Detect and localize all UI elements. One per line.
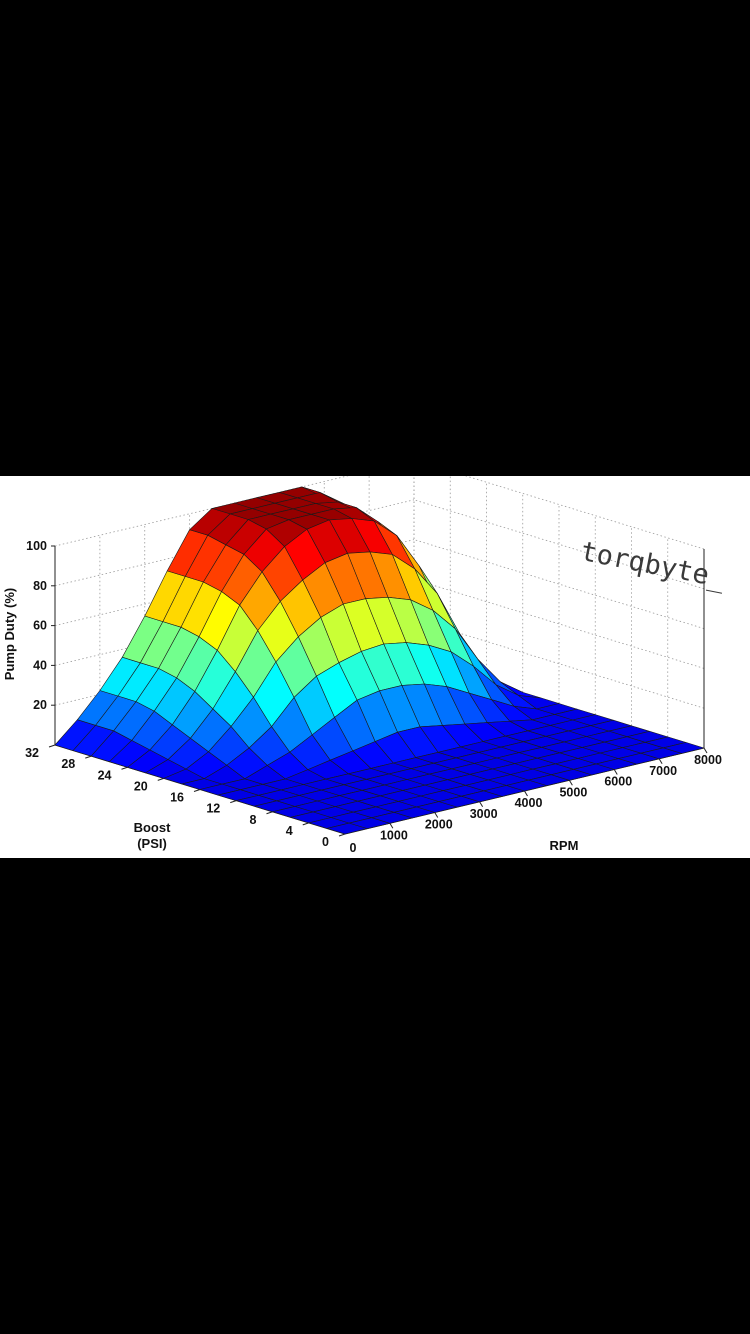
y-axis-label-line1: Boost [134, 820, 172, 835]
x-tick-label: 2000 [425, 818, 453, 832]
side-wall-gridline [413, 539, 705, 629]
x-tick-label: 4000 [515, 796, 543, 810]
y-tick-label: 0 [322, 835, 329, 849]
z-axis-label: Pump Duty (%) [2, 588, 17, 680]
surface-patch [663, 742, 705, 754]
x-tick-label: 5000 [559, 785, 587, 799]
z-tick-label: 100 [26, 539, 47, 553]
x-tick-label: 8000 [694, 753, 722, 767]
y-tick-label: 20 [134, 779, 148, 793]
x-axis-label: RPM [550, 838, 579, 853]
chart-figure: 20 40 60 80 100 0 4 8 12 16 20 24 28 32 1000 2000 3000 40… [0, 476, 750, 858]
y-tick-label: 12 [206, 802, 220, 816]
side-wall-gridline [413, 499, 705, 590]
side-wall-gridline [413, 579, 705, 669]
x-tick-label: 1000 [380, 828, 408, 842]
surface-chart: 2040608010004812162024283210002000300040… [2, 476, 722, 855]
y-tick-label: 4 [286, 824, 293, 838]
y-tick-label: 32 [25, 746, 39, 760]
y-tick-label: 24 [98, 768, 112, 782]
z-tick-label: 40 [33, 658, 47, 672]
z-tick-label: 20 [33, 698, 47, 712]
side-wall-gridline [413, 618, 705, 709]
x-tick-label: 3000 [470, 807, 498, 821]
z-tick-label: 60 [33, 619, 47, 633]
y-tick-label: 28 [61, 757, 75, 771]
y-tick-label: 16 [170, 791, 184, 805]
y-axis-label-line2: (PSI) [137, 836, 167, 851]
x-tick-label: 6000 [604, 775, 632, 789]
z-tick-label: 80 [33, 579, 47, 593]
y-tick-label: 8 [250, 813, 257, 827]
x-tick-label: 7000 [649, 764, 677, 778]
x-tick-label-origin: 0 [350, 841, 357, 855]
